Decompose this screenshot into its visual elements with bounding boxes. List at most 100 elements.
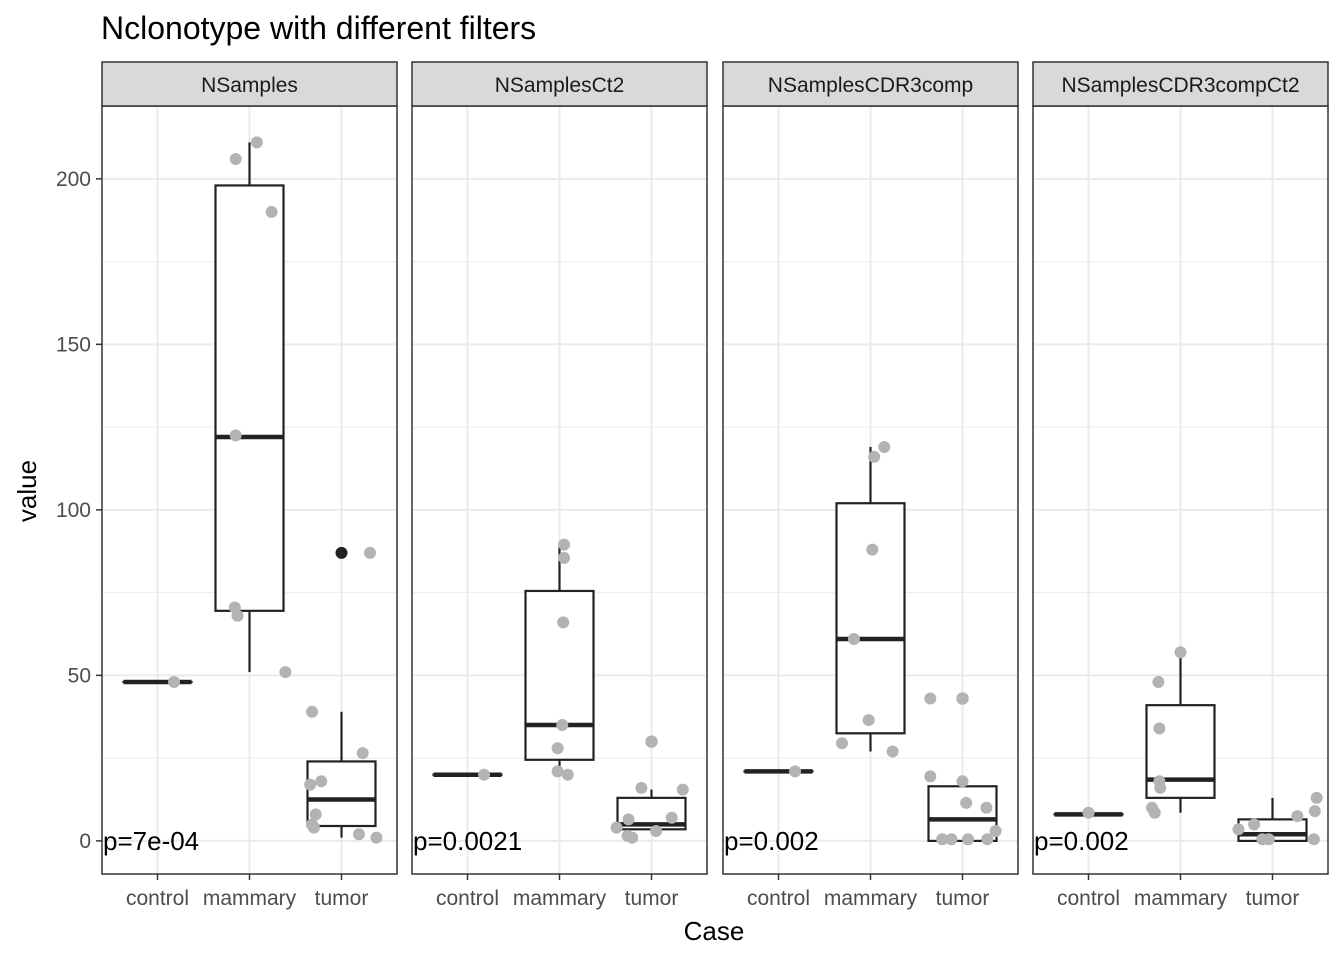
data-point [306,705,319,718]
data-point [265,205,278,218]
data-point [956,775,969,788]
x-tick-label: tumor [315,887,369,910]
x-tick-label: control [747,887,810,910]
box-body [835,502,906,735]
strip-background [101,61,398,107]
panel-NSamplesCDR3comp: NSamplesCDR3comp p=0.002 control mammary tum… [722,61,1019,910]
box-mammary [214,142,285,673]
data-point [878,440,891,453]
data-point [645,735,658,748]
data-point [665,811,678,824]
data-point [551,742,564,755]
strip-label: NSamplesCDR3compCt2 [1061,74,1299,97]
data-point [556,719,569,732]
strip-label: NSamplesCt2 [495,74,625,97]
data-point [866,543,879,556]
x-tick-label: tumor [936,887,990,910]
data-point [279,666,292,679]
data-point [868,450,881,463]
data-point [229,429,242,442]
outlier-point [335,546,348,559]
x-tick-label: tumor [1246,887,1300,910]
data-point [622,813,635,826]
panel-NSamplesCDR3compCt2: NSamplesCDR3compCt2 p=0.002 control mammary… [1032,61,1329,910]
strip-label: NSamplesCDR3comp [768,74,973,97]
data-point [650,824,663,837]
data-point [924,692,937,705]
x-axis-title: Case [684,916,745,946]
data-point [1307,833,1320,846]
panel-NSamplesCt2: NSamplesCt2 p=0.0021 control mammary tumor [411,61,708,910]
data-point [1248,818,1261,831]
data-point [168,676,181,688]
strip-background [411,61,708,107]
strip-background [722,61,1019,107]
data-point [676,783,689,796]
data-point [1310,791,1323,804]
data-point [945,833,958,846]
data-point [1291,810,1304,823]
data-point [1152,676,1165,688]
data-point [626,831,639,844]
data-point [847,632,860,645]
data-point [835,737,848,750]
strip-label: NSamples [201,74,298,97]
data-point [352,828,365,841]
data-point [936,833,949,846]
data-point [307,821,320,834]
data-point [231,609,244,622]
data-point [1154,781,1167,794]
data-point [478,768,491,781]
x-tick-label: mammary [1134,887,1228,910]
data-point [1148,806,1161,819]
data-point [370,831,383,844]
data-point [304,778,317,791]
y-tick-label: 150 [56,333,91,356]
x-tick-label: control [436,887,499,910]
data-point [1308,805,1321,818]
data-point [229,152,242,165]
p-value-label: p=0.002 [1034,826,1129,856]
box-body [214,184,285,612]
panel-NSamples: NSamples p=7e-04 control mammary tumor [101,61,398,910]
data-point [561,768,574,781]
p-value-label: p=0.002 [724,826,819,856]
data-point [315,775,328,788]
data-point [886,745,899,758]
box-body [524,589,595,761]
y-tick-label: 50 [68,664,91,687]
y-tick-label: 100 [56,499,91,522]
strip-background [1032,61,1329,107]
p-value-label: p=7e-04 [103,826,199,856]
data-point [610,821,623,834]
data-point [1262,833,1275,846]
p-value-label: p=0.0021 [413,826,522,856]
data-point [956,692,969,705]
data-point [1174,646,1187,659]
data-point [250,136,263,149]
data-point [1153,722,1166,735]
data-point [1082,806,1095,819]
data-point [980,801,993,814]
data-point [558,538,571,551]
data-point [557,616,570,629]
data-point [981,833,994,846]
x-tick-label: mammary [824,887,918,910]
data-point [1232,823,1245,836]
x-tick-label: control [1057,887,1120,910]
y-axis: 0 50 100 150 200 [56,168,102,853]
data-point [924,770,937,783]
x-tick-label: control [126,887,189,910]
data-point [989,824,1002,837]
x-tick-label: tumor [625,887,679,910]
data-point [862,714,875,727]
chart-title: Nclonotype with different filters [101,10,536,46]
box-mammary [835,446,906,752]
y-tick-label: 200 [56,168,91,191]
data-point [635,781,648,794]
data-point [364,546,377,559]
data-point [960,796,973,809]
x-tick-label: mammary [513,887,607,910]
